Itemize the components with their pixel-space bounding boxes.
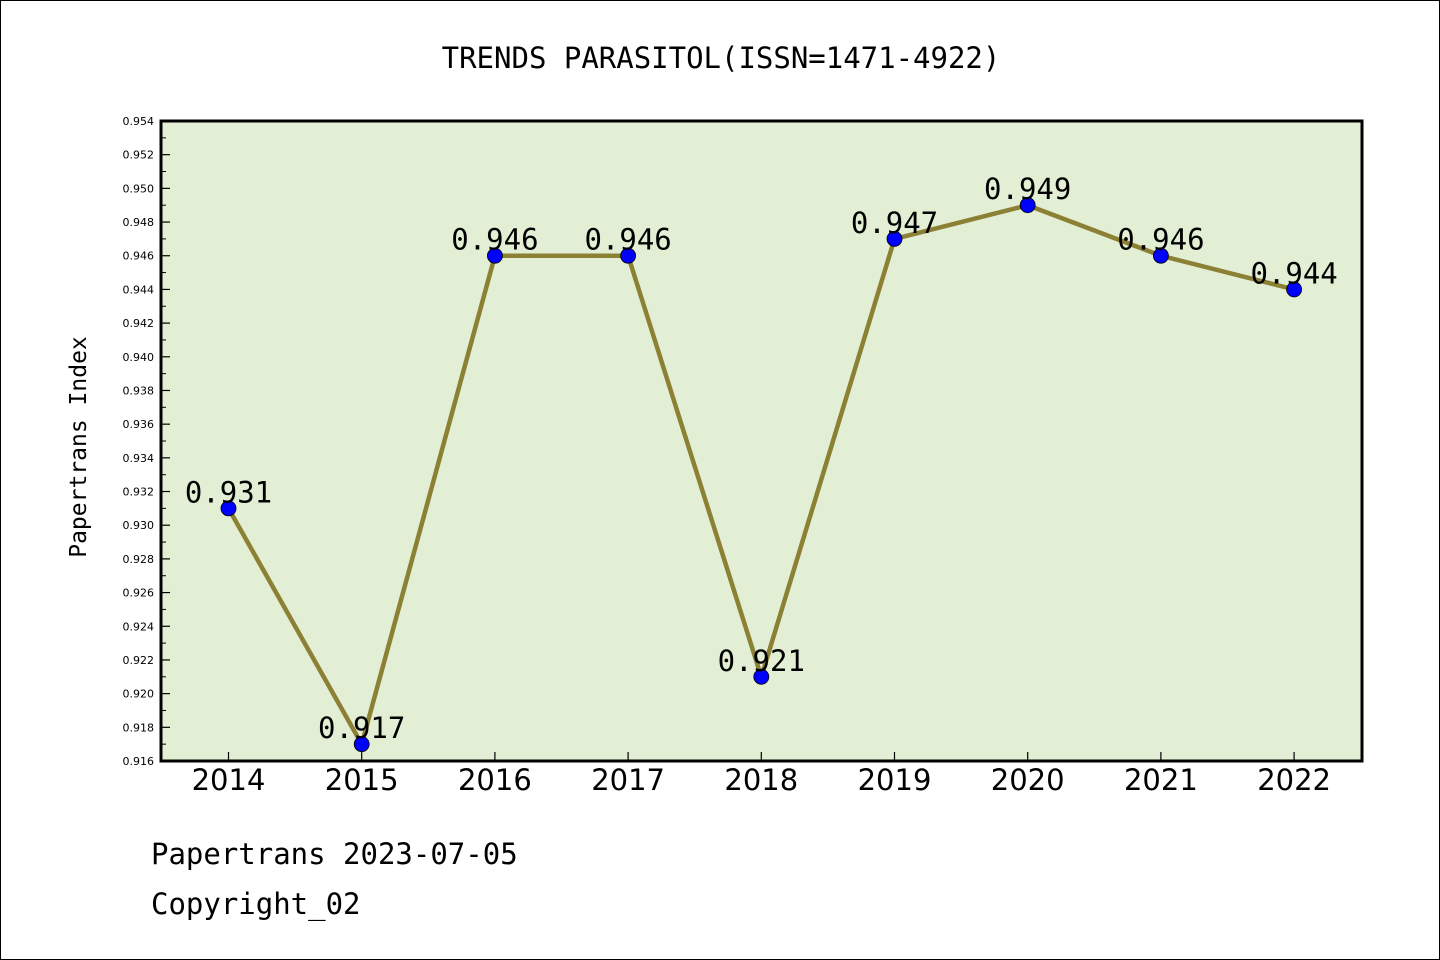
y-tick-label: 0.944 [123,283,155,296]
footer-copyright-text: Copyright_02 [151,887,361,921]
y-tick-label: 0.924 [123,620,155,633]
x-tick-label: 2019 [858,763,932,797]
data-label: 0.921 [718,644,805,678]
y-tick-label: 0.938 [123,384,155,397]
x-tick-label: 2016 [458,763,532,797]
data-point [486,247,503,264]
data-label: 0.949 [984,172,1071,206]
x-tick-label: 2021 [1124,763,1198,797]
y-axis-label: Papertrans Index [66,336,92,558]
plot-area [159,119,1364,763]
y-tick-label: 0.936 [123,418,155,431]
data-point [620,247,636,264]
x-tick-label: 2022 [1257,763,1331,797]
y-tick-label: 0.932 [123,486,155,499]
chart-title: TRENDS PARASITOL(ISSN=1471-4922) [442,41,1001,75]
x-tick-label: 2018 [724,763,798,797]
data-label: 0.946 [451,223,538,257]
y-tick-label: 0.930 [123,519,155,532]
y-tick-label: 0.948 [123,216,155,229]
data-point [1153,247,1169,264]
x-tick-label: 2015 [325,763,399,797]
y-tick-label: 0.922 [123,654,155,667]
footer-date-text: Papertrans 2023-07-05 [151,837,518,871]
y-tick-label: 0.928 [123,553,155,566]
data-label: 0.946 [1117,223,1204,257]
data-markers [220,197,1302,753]
x-tick-label: 2017 [591,763,665,797]
y-tick-label: 0.950 [123,182,155,195]
data-label: 0.946 [584,223,671,257]
y-tick-label: 0.946 [123,250,155,263]
data-labels: 0.931 0.917 0.946 0.946 0.921 0.947 0.949 0.946… [185,172,1338,745]
data-label: 0.944 [1250,256,1337,290]
data-point [220,500,237,517]
data-label: 0.947 [851,206,938,240]
y-tick-label: 0.954 [123,115,155,128]
x-axis-ticks: 2014 2015 2016 2017 2018 2019 2020 2021 2022 [192,752,1331,797]
data-point [886,230,903,247]
data-label: 0.931 [185,475,272,509]
y-tick-label: 0.926 [123,587,155,600]
data-point [753,668,770,685]
data-point [353,736,370,753]
data-label: 0.917 [318,711,405,745]
y-tick-label: 0.940 [123,351,155,364]
y-tick-label: 0.918 [123,721,155,734]
data-point [1019,197,1036,214]
y-tick-label: 0.920 [123,688,155,701]
y-tick-label: 0.952 [123,149,155,162]
y-tick-label: 0.942 [123,317,155,330]
y-tick-label: 0.916 [123,755,155,768]
y-axis-ticks: 0.916 0.918 0.920 0.922 0.924 0.926 0.928 0.930… [123,115,170,768]
data-point [1286,281,1302,298]
y-tick-label: 0.934 [123,452,155,465]
x-tick-label: 2020 [991,763,1065,797]
x-tick-label: 2014 [192,763,266,797]
